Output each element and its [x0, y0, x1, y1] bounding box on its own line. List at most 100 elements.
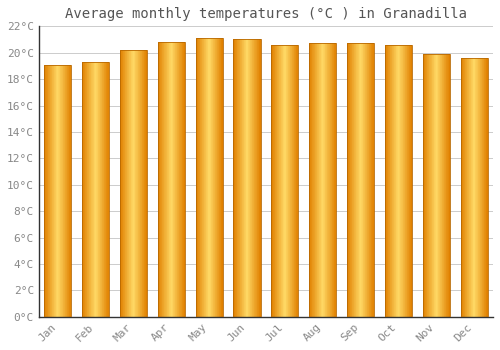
Bar [406, 45, 408, 317]
Bar [347, 43, 374, 317]
Bar [360, 43, 361, 317]
Bar [247, 40, 248, 317]
Bar [444, 54, 445, 317]
Bar [434, 54, 435, 317]
Bar [70, 64, 72, 317]
Bar [63, 64, 64, 317]
Bar [391, 45, 392, 317]
Bar [438, 54, 439, 317]
Bar [285, 45, 286, 317]
Bar [253, 40, 254, 317]
Bar [466, 58, 468, 317]
Bar [126, 50, 128, 317]
Bar [396, 45, 397, 317]
Bar [239, 40, 240, 317]
Bar [442, 54, 443, 317]
Bar [161, 42, 162, 317]
Bar [45, 64, 46, 317]
Bar [313, 43, 314, 317]
Bar [211, 38, 212, 317]
Bar [464, 58, 466, 317]
Bar [93, 62, 94, 317]
Bar [128, 50, 130, 317]
Bar [201, 38, 202, 317]
Bar [107, 62, 108, 317]
Bar [170, 42, 172, 317]
Bar [430, 54, 431, 317]
Bar [48, 64, 49, 317]
Bar [329, 43, 330, 317]
Bar [120, 50, 121, 317]
Bar [210, 38, 211, 317]
Bar [433, 54, 434, 317]
Bar [473, 58, 474, 317]
Bar [449, 54, 450, 317]
Bar [439, 54, 440, 317]
Bar [387, 45, 388, 317]
Bar [163, 42, 164, 317]
Bar [294, 45, 295, 317]
Bar [399, 45, 400, 317]
Bar [373, 43, 374, 317]
Bar [53, 64, 54, 317]
Bar [292, 45, 293, 317]
Bar [183, 42, 184, 317]
Bar [408, 45, 410, 317]
Bar [258, 40, 260, 317]
Bar [212, 38, 213, 317]
Bar [218, 38, 220, 317]
Bar [352, 43, 353, 317]
Bar [364, 43, 366, 317]
Bar [436, 54, 437, 317]
Bar [133, 50, 134, 317]
Bar [181, 42, 182, 317]
Bar [362, 43, 364, 317]
Bar [487, 58, 488, 317]
Bar [158, 42, 159, 317]
Bar [310, 43, 311, 317]
Bar [205, 38, 206, 317]
Title: Average monthly temperatures (°C ) in Granadilla: Average monthly temperatures (°C ) in Gr… [65, 7, 467, 21]
Bar [106, 62, 107, 317]
Bar [200, 38, 201, 317]
Bar [51, 64, 52, 317]
Bar [328, 43, 329, 317]
Bar [354, 43, 355, 317]
Bar [98, 62, 99, 317]
Bar [431, 54, 432, 317]
Bar [238, 40, 239, 317]
Bar [462, 58, 463, 317]
Bar [168, 42, 170, 317]
Bar [385, 45, 412, 317]
Bar [426, 54, 428, 317]
Bar [166, 42, 167, 317]
Bar [461, 58, 462, 317]
Bar [295, 45, 296, 317]
Bar [122, 50, 123, 317]
Bar [216, 38, 218, 317]
Bar [388, 45, 389, 317]
Bar [485, 58, 486, 317]
Bar [441, 54, 442, 317]
Bar [389, 45, 390, 317]
Bar [460, 58, 461, 317]
Bar [82, 62, 84, 317]
Bar [49, 64, 50, 317]
Bar [248, 40, 249, 317]
Bar [422, 54, 450, 317]
Bar [291, 45, 292, 317]
Bar [289, 45, 290, 317]
Bar [52, 64, 53, 317]
Bar [165, 42, 166, 317]
Bar [162, 42, 163, 317]
Bar [240, 40, 241, 317]
Bar [60, 64, 61, 317]
Bar [476, 58, 477, 317]
Bar [350, 43, 351, 317]
Bar [320, 43, 322, 317]
Bar [372, 43, 373, 317]
Bar [97, 62, 98, 317]
Bar [478, 58, 479, 317]
Bar [477, 58, 478, 317]
Bar [47, 64, 48, 317]
